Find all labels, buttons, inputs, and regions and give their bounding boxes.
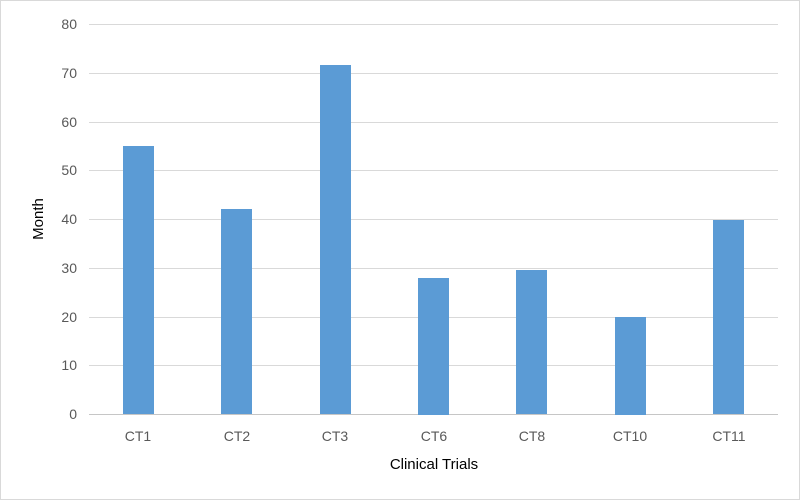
x-tick-label-ct11: CT11 — [712, 428, 746, 444]
y-tick-label: 50 — [61, 162, 77, 178]
y-tick-label: 0 — [69, 406, 77, 422]
y-tick-label: 10 — [61, 357, 77, 373]
bar-ct2 — [221, 209, 252, 414]
gridline — [89, 170, 778, 171]
y-tick-label: 80 — [61, 16, 77, 32]
bar-ct6 — [418, 278, 449, 415]
x-tick-label-ct6: CT6 — [420, 428, 448, 444]
x-tick-label-ct8: CT8 — [518, 428, 546, 444]
bar-ct8 — [516, 270, 547, 414]
y-tick-label: 30 — [61, 260, 77, 276]
gridline — [89, 122, 778, 123]
y-tick-label: 70 — [61, 65, 77, 81]
y-tick-label: 20 — [61, 309, 77, 325]
y-tick-label: 60 — [61, 114, 77, 130]
gridline — [89, 268, 778, 269]
bar-ct11 — [713, 220, 744, 414]
x-tick-label-ct1: CT1 — [124, 428, 152, 444]
gridline — [89, 24, 778, 25]
x-axis-title: Clinical Trials — [389, 456, 479, 473]
gridline — [89, 73, 778, 74]
bar-ct10 — [615, 317, 646, 415]
bar-ct1 — [123, 146, 154, 414]
x-tick-label-ct10: CT10 — [612, 428, 648, 444]
bar-ct3 — [320, 65, 351, 414]
x-tick-label-ct2: CT2 — [223, 428, 251, 444]
y-tick-label: 40 — [61, 211, 77, 227]
x-tick-label-ct3: CT3 — [321, 428, 349, 444]
gridline — [89, 219, 778, 220]
